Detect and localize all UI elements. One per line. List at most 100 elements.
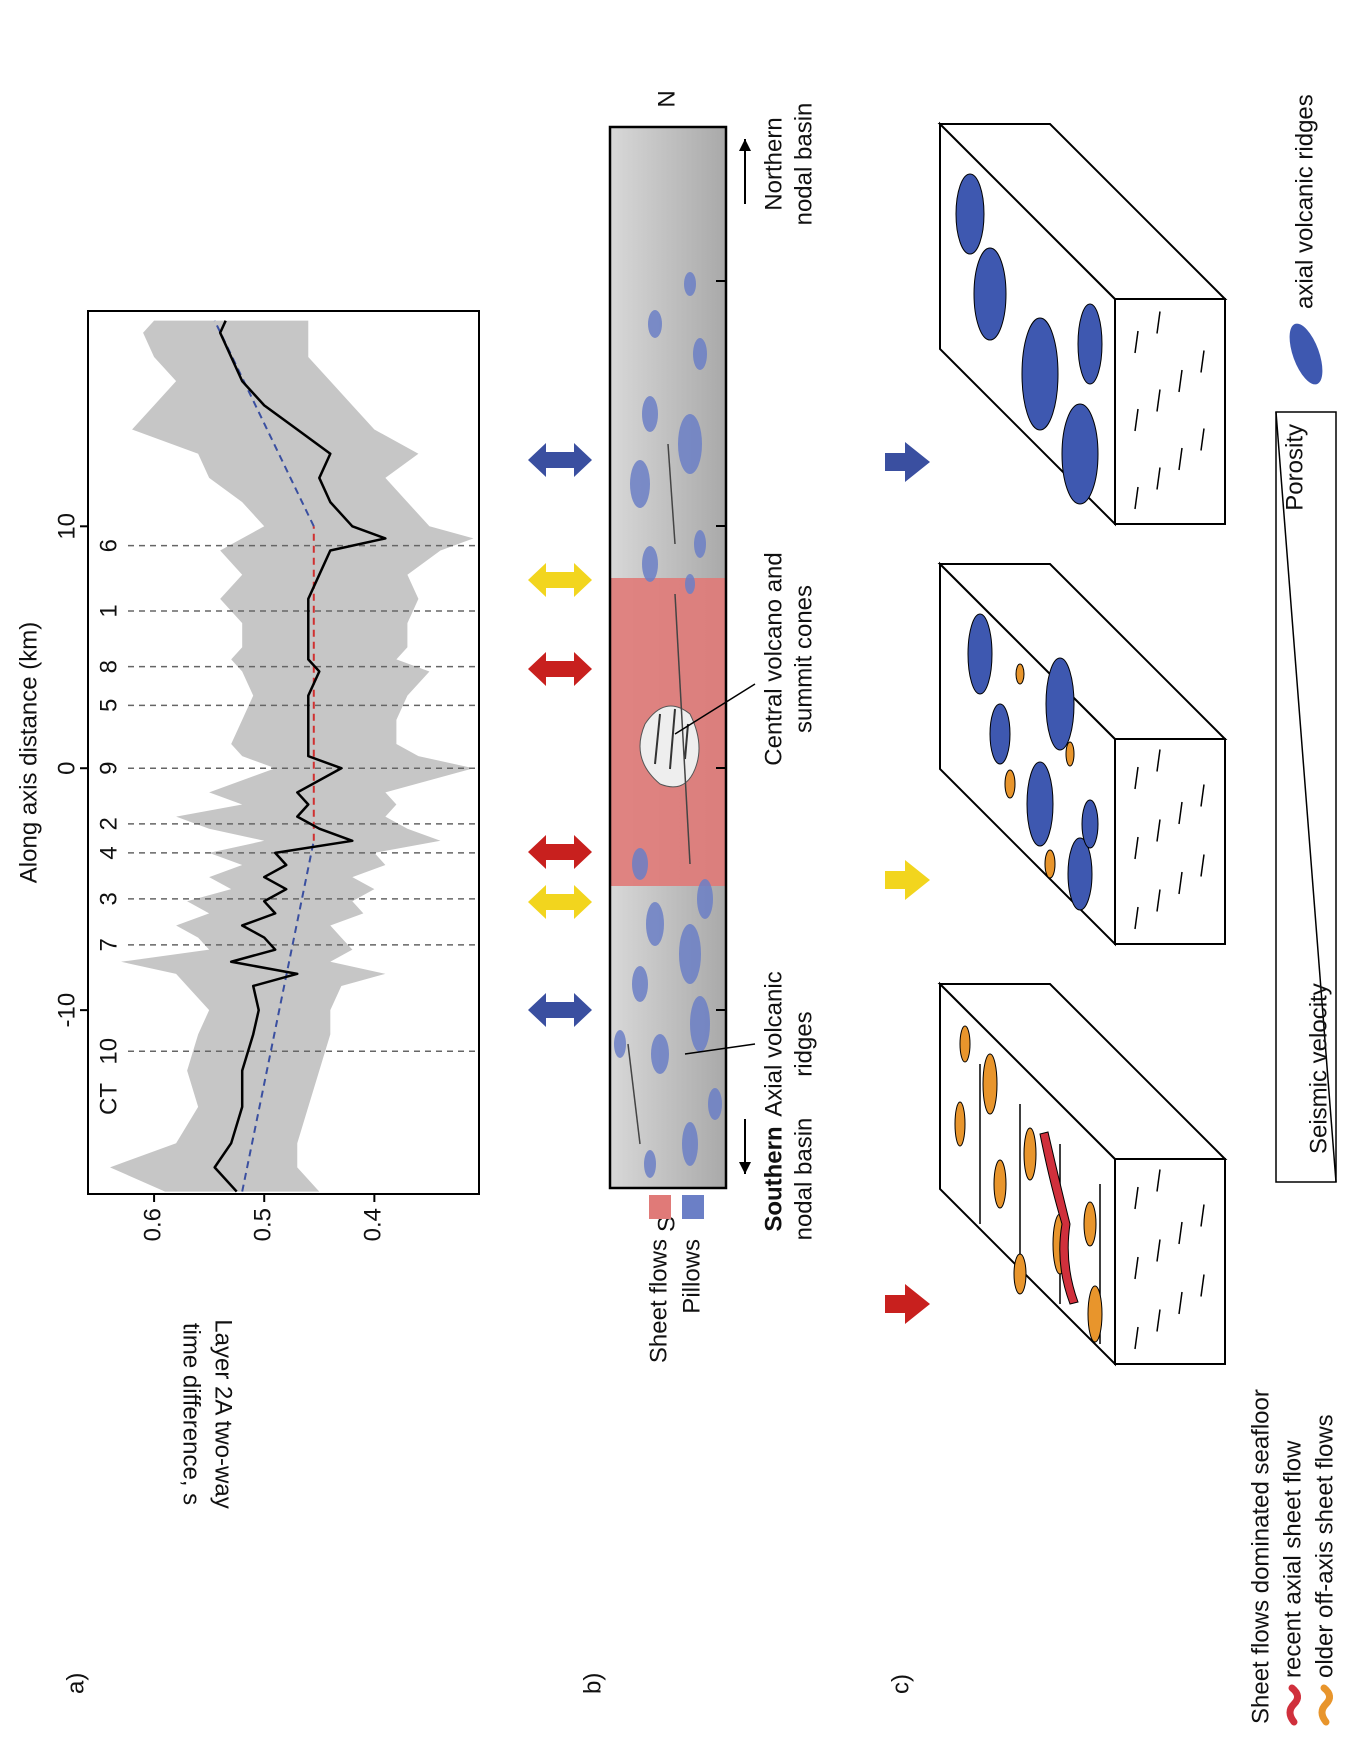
rock-texture xyxy=(1200,854,1205,877)
leader-line xyxy=(674,683,756,735)
rock-texture xyxy=(1134,330,1139,354)
older-sheet-flow xyxy=(1044,849,1056,879)
older-sheet-flow xyxy=(993,1159,1007,1209)
basin-label: Northern xyxy=(760,117,787,210)
rock-texture xyxy=(1156,467,1161,490)
volcanic-ridge xyxy=(955,173,985,255)
pillow-patch xyxy=(646,902,664,946)
rock-texture xyxy=(1178,871,1183,895)
station-label: 2 xyxy=(95,817,122,830)
double-arrow xyxy=(528,563,592,597)
rock-texture xyxy=(1134,486,1139,510)
block-side xyxy=(937,123,1228,300)
older-sheet-flow xyxy=(1004,769,1016,799)
pillow-patch xyxy=(708,1088,722,1120)
pillow-patch xyxy=(642,396,658,432)
rock-texture xyxy=(1156,311,1161,334)
rock-texture xyxy=(1134,408,1139,432)
station-label: 9 xyxy=(95,762,122,775)
pillow-patch xyxy=(678,414,702,474)
block-arrow xyxy=(885,442,930,482)
y-axis-label: time difference, s xyxy=(178,1323,205,1505)
rock-texture xyxy=(1134,836,1139,860)
rock-texture xyxy=(1134,1256,1139,1280)
pillow-patch xyxy=(682,1122,698,1166)
panel-label: a) xyxy=(62,1673,89,1694)
fissure xyxy=(669,708,676,770)
legend-swatch xyxy=(682,1195,704,1219)
feature-label: Central volcano and xyxy=(760,552,787,765)
block-front xyxy=(1114,1158,1226,1365)
station-label: 4 xyxy=(95,846,122,859)
fissure xyxy=(627,1043,641,1145)
legend-label: Seismic velocity xyxy=(1305,983,1332,1154)
pillow-patch xyxy=(632,966,648,1002)
pillow-patch xyxy=(644,1150,656,1178)
pillow-patch xyxy=(679,924,701,984)
map-frame xyxy=(608,125,728,1190)
block-arrow xyxy=(885,860,930,900)
volcanic-ridge xyxy=(1061,403,1099,505)
x-tick-label: -10 xyxy=(53,993,80,1028)
pillow-patch xyxy=(685,574,695,594)
rock-texture xyxy=(1156,749,1161,772)
map-end-label: N xyxy=(653,90,680,107)
rock-texture xyxy=(1200,350,1205,373)
double-arrow xyxy=(528,443,592,477)
y-tick-label: 0.5 xyxy=(250,1208,277,1241)
basin-label: nodal basin xyxy=(790,103,817,226)
y-axis-label: Layer 2A two-way xyxy=(210,1319,237,1508)
station-label: 1 xyxy=(95,604,122,617)
rock-texture xyxy=(1178,369,1183,393)
feature-label: Axial volcanic xyxy=(760,971,787,1116)
block-side xyxy=(937,563,1228,740)
basin-label: Southern xyxy=(760,1126,787,1231)
basin-arrow-head xyxy=(739,139,751,151)
pillow-patch xyxy=(648,310,662,338)
legend-label: Porosity xyxy=(1281,424,1308,511)
older-sheet-flow xyxy=(1015,663,1025,685)
basin-arrow-head xyxy=(739,1162,751,1174)
volcanic-ridge xyxy=(1045,657,1075,751)
volcanic-ridge xyxy=(989,703,1011,765)
pillow-patch xyxy=(642,546,658,582)
station-label: 5 xyxy=(95,699,122,712)
rock-texture xyxy=(1200,1204,1205,1227)
y-tick-label: 0.6 xyxy=(139,1208,166,1241)
data-line xyxy=(213,320,387,1193)
map-end-label: S xyxy=(653,1216,680,1232)
legend-older-flow xyxy=(1318,1684,1333,1726)
x-tick-label: 0 xyxy=(53,762,80,775)
rock-texture xyxy=(1156,819,1161,842)
pillow-patch xyxy=(630,460,650,508)
volcanic-ridge xyxy=(1021,317,1059,431)
pillow-patch xyxy=(614,1030,626,1058)
pillow-patch xyxy=(693,338,707,370)
legend-label: axial volcanic ridges xyxy=(1291,94,1318,309)
double-arrow xyxy=(528,993,592,1027)
rock-texture xyxy=(1156,1239,1161,1262)
fissure xyxy=(667,443,676,545)
x-axis-label: Along axis distance (km) xyxy=(15,622,42,883)
station-label: 8 xyxy=(95,660,122,673)
feature-label: ridges xyxy=(790,1011,817,1076)
legend-label: Sheet flows xyxy=(645,1239,672,1363)
pillow-patch xyxy=(697,879,713,919)
volcanic-ridge xyxy=(973,247,1007,341)
trend-line xyxy=(213,320,315,527)
older-sheet-flow xyxy=(1083,1201,1097,1247)
rotated-figure: a) Along axis distance (km) Layer 2A two-w… xyxy=(15,90,1338,1726)
pillow-patch xyxy=(632,848,648,880)
volcanic-ridge xyxy=(1067,837,1093,911)
leader-line xyxy=(684,1043,756,1055)
rock-texture xyxy=(1134,1326,1139,1350)
fissure xyxy=(684,723,689,760)
pillow-patch xyxy=(651,1034,669,1074)
rock-texture xyxy=(1178,447,1183,471)
double-arrow xyxy=(528,885,592,919)
legend-recent-flow xyxy=(1286,1684,1301,1726)
older-sheet-flow xyxy=(954,1101,966,1147)
rock-texture xyxy=(1156,1309,1161,1332)
rock-texture xyxy=(1156,389,1161,412)
